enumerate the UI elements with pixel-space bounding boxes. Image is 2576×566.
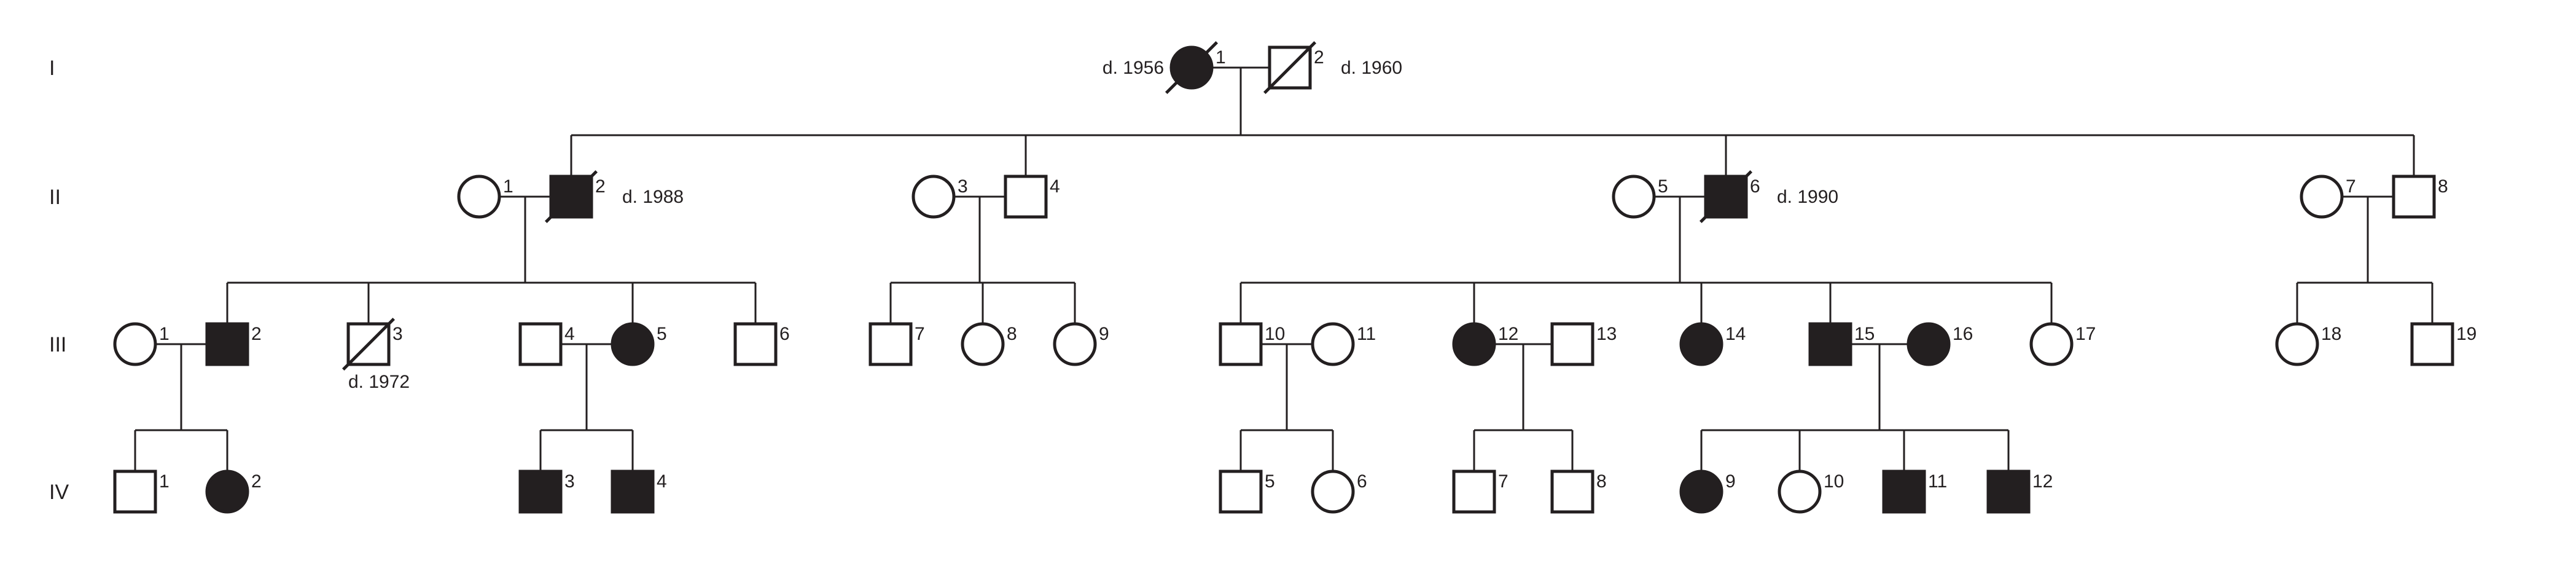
male-symbol: [612, 471, 653, 512]
male-symbol: [1220, 324, 1261, 364]
individual-number: 7: [2346, 176, 2356, 197]
individual-number: 3: [958, 176, 968, 197]
generation-label: III: [49, 333, 66, 356]
female-symbol: [2277, 324, 2317, 364]
individual-number: 2: [251, 471, 262, 492]
individual-number: 18: [2321, 324, 2341, 344]
male-symbol: [870, 324, 911, 364]
individual-note: d. 1956: [1103, 58, 1164, 78]
male-symbol: [520, 471, 561, 512]
individual-note: d. 1988: [622, 187, 684, 207]
female-symbol: [1055, 324, 1095, 364]
female-symbol: [962, 324, 1003, 364]
female-symbol: [1681, 471, 1722, 512]
individual-note: d. 1990: [1777, 187, 1838, 207]
individual-number: 6: [779, 324, 790, 344]
individual-number: 5: [1658, 176, 1668, 197]
male-symbol: [1005, 176, 1046, 217]
individual-number: 19: [2456, 324, 2476, 344]
generation-label: IV: [49, 481, 69, 504]
female-symbol: [2301, 176, 2342, 217]
individual-number: 15: [1854, 324, 1875, 344]
male-symbol: [115, 471, 155, 512]
female-symbol: [459, 176, 499, 217]
male-symbol: [1220, 471, 1261, 512]
pedigree-chart: IIIIIIIV1d. 19562d. 196012d. 19883456d. …: [0, 0, 2576, 566]
individual-number: 1: [503, 176, 513, 197]
male-symbol: [520, 324, 561, 364]
male-symbol: [1552, 471, 1593, 512]
individual-number: 1: [159, 471, 170, 492]
individual-number: 2: [1314, 47, 1324, 68]
individual-note: d. 1960: [1341, 58, 1402, 78]
individual-number: 7: [1498, 471, 1509, 492]
female-symbol: [2031, 324, 2072, 364]
female-symbol: [1681, 324, 1722, 364]
female-symbol: [1313, 471, 1353, 512]
individual-number: 8: [1596, 471, 1607, 492]
individual-number: 1: [159, 324, 170, 344]
individual-number: 5: [657, 324, 667, 344]
individual-number: 10: [1265, 324, 1285, 344]
individual-number: 1: [1216, 47, 1226, 68]
male-symbol: [2394, 176, 2434, 217]
individual-number: 8: [1007, 324, 1017, 344]
female-symbol: [1454, 324, 1494, 364]
individual-number: 3: [392, 324, 403, 344]
individual-number: 6: [1357, 471, 1367, 492]
symbol-layer: [115, 42, 2453, 512]
individual-number: 7: [915, 324, 925, 344]
individual-number: 8: [2438, 176, 2448, 197]
individual-number: 12: [1498, 324, 1518, 344]
male-symbol: [2412, 324, 2453, 364]
female-symbol: [913, 176, 954, 217]
individual-number: 5: [1265, 471, 1275, 492]
individual-number: 4: [1050, 176, 1060, 197]
female-symbol: [115, 324, 155, 364]
individual-number: 9: [1099, 324, 1109, 344]
individual-number: 11: [1357, 324, 1376, 344]
male-symbol: [207, 324, 248, 364]
individual-number: 12: [2032, 471, 2053, 492]
generation-label: II: [49, 186, 61, 209]
individual-number: 2: [251, 324, 262, 344]
individual-number: 9: [1725, 471, 1736, 492]
male-symbol: [1552, 324, 1593, 364]
generation-label: I: [49, 57, 55, 80]
male-symbol: [1810, 324, 1851, 364]
female-symbol: [207, 471, 248, 512]
individual-number: 14: [1725, 324, 1746, 344]
individual-number: 13: [1596, 324, 1617, 344]
male-symbol: [1988, 471, 2029, 512]
individual-number: 4: [657, 471, 667, 492]
individual-number: 16: [1953, 324, 1973, 344]
male-symbol: [735, 324, 776, 364]
label-layer: IIIIIIIV1d. 19562d. 196012d. 19883456d. …: [49, 47, 2476, 504]
female-symbol: [1908, 324, 1949, 364]
individual-number: 11: [1928, 471, 1947, 492]
individual-number: 17: [2075, 324, 2096, 344]
female-symbol: [1779, 471, 1820, 512]
individual-number: 4: [564, 324, 575, 344]
connector-layer: [135, 68, 2432, 471]
individual-note: d. 1972: [348, 372, 410, 392]
female-symbol: [1614, 176, 1654, 217]
individual-number: 2: [595, 176, 606, 197]
individual-number: 6: [1750, 176, 1760, 197]
female-symbol: [1313, 324, 1353, 364]
male-symbol: [1884, 471, 1924, 512]
individual-number: 10: [1824, 471, 1844, 492]
individual-number: 3: [564, 471, 575, 492]
female-symbol: [612, 324, 653, 364]
male-symbol: [1454, 471, 1494, 512]
